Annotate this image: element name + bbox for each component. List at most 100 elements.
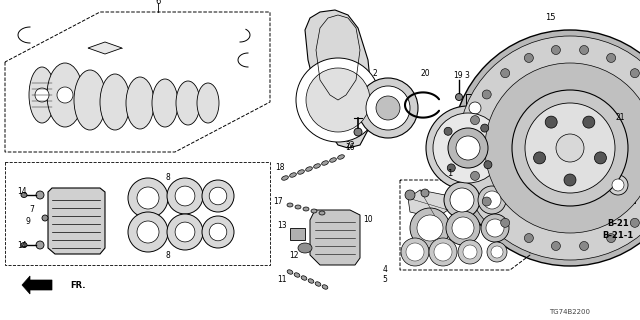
Circle shape bbox=[481, 124, 489, 132]
Circle shape bbox=[607, 53, 616, 62]
Circle shape bbox=[456, 136, 480, 160]
Circle shape bbox=[491, 246, 503, 258]
Circle shape bbox=[485, 63, 640, 233]
Circle shape bbox=[167, 178, 203, 214]
Text: 5: 5 bbox=[383, 276, 387, 284]
Text: 17: 17 bbox=[273, 197, 283, 206]
Circle shape bbox=[137, 221, 159, 243]
Circle shape bbox=[175, 222, 195, 242]
Circle shape bbox=[42, 215, 48, 221]
Ellipse shape bbox=[322, 161, 328, 165]
Text: 21: 21 bbox=[615, 114, 625, 123]
Circle shape bbox=[36, 241, 44, 249]
Ellipse shape bbox=[294, 273, 300, 277]
Circle shape bbox=[417, 215, 443, 241]
Ellipse shape bbox=[319, 211, 325, 215]
Circle shape bbox=[524, 53, 533, 62]
Text: TG74B2200: TG74B2200 bbox=[549, 309, 590, 315]
Text: FR.: FR. bbox=[70, 281, 86, 290]
Circle shape bbox=[500, 69, 509, 78]
Ellipse shape bbox=[29, 67, 55, 123]
Circle shape bbox=[444, 127, 452, 135]
Text: 19: 19 bbox=[453, 70, 463, 79]
Circle shape bbox=[410, 208, 450, 248]
Ellipse shape bbox=[74, 70, 106, 130]
Text: 3: 3 bbox=[465, 71, 469, 81]
Circle shape bbox=[458, 36, 640, 260]
Text: 9: 9 bbox=[26, 218, 31, 227]
Ellipse shape bbox=[338, 155, 344, 159]
Ellipse shape bbox=[197, 83, 219, 123]
Circle shape bbox=[500, 218, 509, 227]
Text: 10: 10 bbox=[363, 215, 373, 225]
Ellipse shape bbox=[306, 167, 312, 171]
Circle shape bbox=[175, 186, 195, 206]
Circle shape bbox=[583, 116, 595, 128]
Circle shape bbox=[595, 152, 607, 164]
Text: 1: 1 bbox=[447, 170, 452, 179]
Circle shape bbox=[580, 242, 589, 251]
Circle shape bbox=[608, 175, 628, 195]
Ellipse shape bbox=[287, 270, 293, 274]
Ellipse shape bbox=[100, 74, 130, 130]
Circle shape bbox=[552, 242, 561, 251]
Ellipse shape bbox=[295, 205, 301, 209]
Circle shape bbox=[296, 58, 380, 142]
Circle shape bbox=[612, 179, 624, 191]
Circle shape bbox=[358, 78, 418, 138]
Circle shape bbox=[433, 113, 503, 183]
Circle shape bbox=[481, 214, 509, 242]
Ellipse shape bbox=[126, 77, 154, 129]
Circle shape bbox=[128, 212, 168, 252]
Text: 22: 22 bbox=[345, 140, 355, 149]
Text: B-21-1: B-21-1 bbox=[602, 230, 634, 239]
Polygon shape bbox=[22, 276, 52, 294]
Circle shape bbox=[482, 197, 492, 206]
Ellipse shape bbox=[290, 173, 296, 177]
Circle shape bbox=[470, 172, 479, 180]
Text: 20: 20 bbox=[420, 68, 430, 77]
Ellipse shape bbox=[303, 207, 309, 211]
Circle shape bbox=[446, 211, 480, 245]
Polygon shape bbox=[290, 228, 305, 240]
Circle shape bbox=[376, 96, 400, 120]
Circle shape bbox=[444, 182, 480, 218]
Circle shape bbox=[487, 242, 507, 262]
Polygon shape bbox=[48, 188, 105, 254]
Ellipse shape bbox=[311, 209, 317, 213]
Text: 11: 11 bbox=[277, 276, 287, 284]
Circle shape bbox=[452, 217, 474, 239]
Ellipse shape bbox=[47, 63, 83, 127]
Circle shape bbox=[470, 116, 479, 124]
Circle shape bbox=[580, 45, 589, 54]
Text: 14: 14 bbox=[17, 188, 27, 196]
Text: 13: 13 bbox=[277, 221, 287, 230]
Text: 14: 14 bbox=[17, 241, 27, 250]
Bar bbox=[601, 168, 635, 203]
Circle shape bbox=[456, 93, 463, 100]
Circle shape bbox=[524, 234, 533, 243]
Circle shape bbox=[483, 191, 501, 209]
Circle shape bbox=[209, 187, 227, 205]
Bar bbox=[466, 94, 484, 122]
Circle shape bbox=[434, 243, 452, 261]
Circle shape bbox=[36, 191, 44, 199]
Circle shape bbox=[478, 186, 506, 214]
Ellipse shape bbox=[287, 203, 293, 207]
Ellipse shape bbox=[176, 81, 200, 125]
Circle shape bbox=[482, 90, 492, 99]
Circle shape bbox=[607, 234, 616, 243]
Ellipse shape bbox=[301, 276, 307, 280]
Circle shape bbox=[366, 86, 410, 130]
Polygon shape bbox=[408, 190, 448, 218]
Circle shape bbox=[35, 88, 49, 102]
Circle shape bbox=[564, 174, 576, 186]
Circle shape bbox=[167, 214, 203, 250]
Text: 8: 8 bbox=[166, 173, 170, 182]
Ellipse shape bbox=[298, 170, 305, 174]
Circle shape bbox=[486, 219, 504, 237]
Circle shape bbox=[612, 131, 620, 139]
Ellipse shape bbox=[21, 243, 27, 247]
Ellipse shape bbox=[298, 243, 312, 253]
Circle shape bbox=[202, 216, 234, 248]
